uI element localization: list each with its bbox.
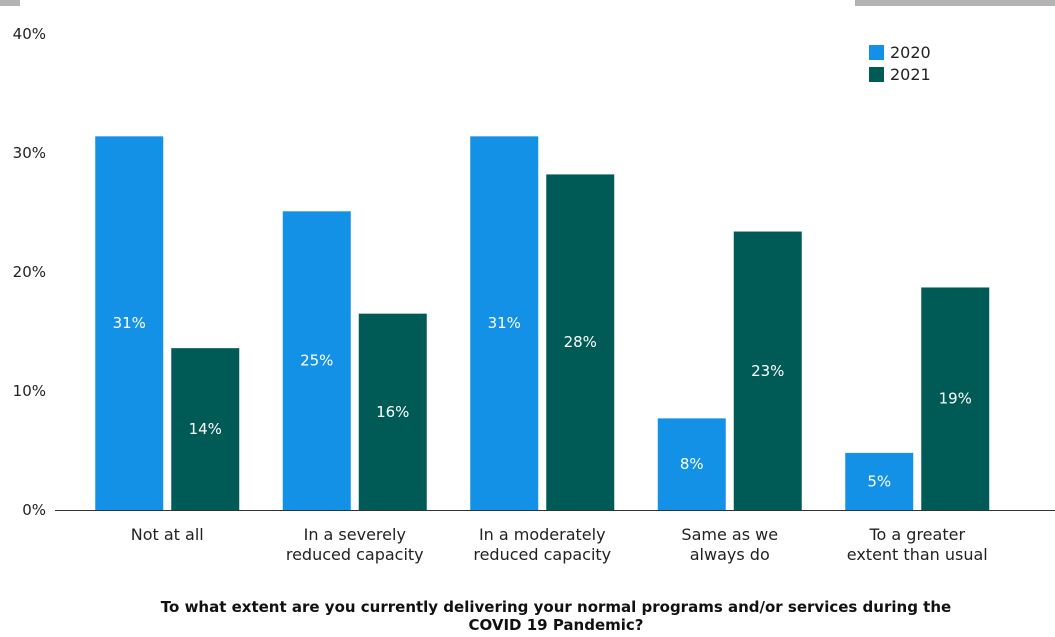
bar-2021-1 bbox=[358, 313, 427, 510]
y-tick-label: 10% bbox=[13, 382, 46, 400]
category-label: Not at all bbox=[131, 525, 204, 544]
bar-2020-1 bbox=[282, 211, 351, 510]
bar-2021-0 bbox=[171, 348, 240, 510]
data-label-2021-2: 28% bbox=[564, 333, 597, 351]
bar-2021-2 bbox=[546, 174, 615, 511]
legend-swatch-2021 bbox=[869, 67, 884, 82]
category-label: Same as we always do bbox=[681, 525, 778, 564]
category-label: In a severely reduced capacity bbox=[286, 525, 424, 564]
bar-2021-3 bbox=[733, 231, 802, 511]
bar-2020-2 bbox=[470, 136, 539, 510]
top-right-decor-bar bbox=[855, 0, 1055, 6]
data-label-2021-1: 16% bbox=[376, 403, 409, 421]
category-label: In a moderately reduced capacity bbox=[473, 525, 611, 564]
legend-swatch-2020 bbox=[869, 45, 884, 60]
legend-label-2020: 2020 bbox=[890, 43, 931, 62]
legend: 2020 2021 bbox=[869, 43, 931, 84]
y-tick-label: 0% bbox=[22, 501, 46, 519]
y-tick-label: 40% bbox=[13, 25, 46, 43]
top-left-decor-bar bbox=[0, 0, 20, 6]
data-label-2020-1: 25% bbox=[300, 352, 333, 370]
y-tick-label: 20% bbox=[13, 263, 46, 281]
x-axis: Not at all In a severely reduced capacity I… bbox=[55, 510, 1055, 564]
data-label-2020-4: 5% bbox=[867, 472, 891, 490]
bar-2020-4 bbox=[845, 452, 914, 510]
data-label-2020-2: 31% bbox=[488, 314, 521, 332]
bars bbox=[95, 136, 990, 511]
data-labels: 31% 14% 25% 16% 31% 28% 8% 23% 5% 19% bbox=[113, 314, 972, 490]
data-label-2020-0: 31% bbox=[113, 314, 146, 332]
bar-2021-4 bbox=[921, 287, 990, 510]
x-axis-title: To what extent are you currently deliver… bbox=[161, 598, 951, 634]
data-label-2021-0: 14% bbox=[189, 420, 222, 438]
data-label-2021-3: 23% bbox=[751, 362, 784, 380]
x-axis-title-line: COVID 19 Pandemic? bbox=[469, 616, 644, 634]
y-tick-label: 30% bbox=[13, 144, 46, 162]
legend-label-2021: 2021 bbox=[890, 65, 931, 84]
bar-2020-0 bbox=[95, 136, 164, 510]
bar-2020-3 bbox=[657, 418, 726, 510]
data-label-2021-4: 19% bbox=[939, 390, 972, 408]
category-label: To a greater extent than usual bbox=[847, 525, 988, 564]
y-axis: 0% 10% 20% 30% 40% bbox=[13, 25, 46, 519]
x-axis-title-line: To what extent are you currently deliver… bbox=[161, 598, 951, 616]
data-label-2020-3: 8% bbox=[680, 455, 704, 473]
